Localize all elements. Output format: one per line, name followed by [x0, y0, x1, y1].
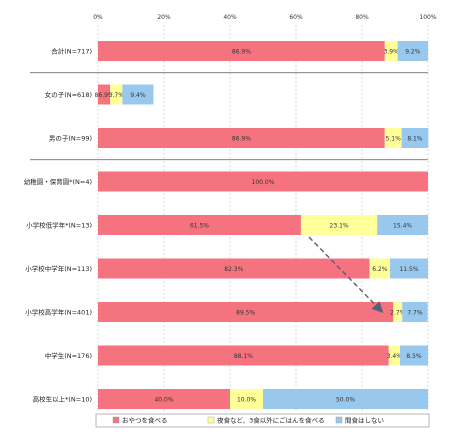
x-tick-label: 20% [157, 14, 171, 21]
bar-segment [397, 41, 428, 61]
bar-segment [98, 171, 428, 192]
data-label: 15.4% [393, 222, 412, 229]
trend-arrow [308, 236, 384, 314]
bar-segment [402, 302, 428, 322]
x-tick-label: 0% [93, 14, 103, 21]
bar-row: 小学校低学年*(N=13) 61.5% 23.1% 15.4% [26, 215, 428, 235]
bar-segment [98, 84, 111, 105]
bar-segment [369, 258, 391, 279]
bar-segment [98, 389, 230, 409]
category-label: 小学校低学年*(N=13) [26, 221, 92, 230]
bar-row: 小学校高学年(N=401) 89.5% 2.7% 7.7% [25, 302, 428, 322]
bar-row: 幼稚園・保育園*(N=4) 100.0% [24, 171, 428, 192]
data-label: 86.9% [232, 135, 251, 142]
bar-segment [98, 215, 301, 235]
category-label: 男の子(N=99) [49, 135, 92, 143]
bar-row: 小学校中学年(N=113) 82.3% 6.2% 11.5% [25, 258, 428, 279]
data-label: 88.1% [234, 353, 253, 360]
bar-row: 中学生(N=176) 88.1% 3.4% 8.5% [45, 345, 428, 366]
data-label: 89.5% [236, 309, 255, 316]
category-label: 中学生(N=176) [45, 351, 92, 360]
bar-segment [401, 128, 429, 148]
bar-segment [377, 215, 428, 235]
legend-swatch [335, 416, 343, 424]
annotation-arrow [308, 236, 384, 314]
bar-segment [98, 302, 394, 322]
bar-segment [122, 84, 154, 105]
category-label: 小学校高学年(N=401) [25, 308, 92, 317]
legend-label: おやつを食べる [122, 416, 168, 425]
category-label: 女の子(N=618) [45, 90, 92, 99]
bar-segment [390, 258, 428, 279]
bar-rows: 合計(N=717) 86.9% 3.9% 9.2%女の子(N=618) 86.9%3.7… [24, 41, 429, 409]
legend: おやつを食べる 夜食など、3食以外にごはんを食べる 間食はしない [95, 413, 430, 428]
bar-segment [98, 258, 370, 279]
data-label: 100.0% [252, 179, 275, 186]
bar-segment [98, 345, 389, 366]
bar-row: 男の子(N=99) 86.9% 5.1% 8.1% [49, 128, 429, 148]
bar-segment [263, 389, 428, 409]
data-label: 40.0% [154, 396, 173, 403]
category-label: 合計(N=717) [51, 47, 92, 56]
x-tick-label: 40% [223, 14, 237, 21]
data-label: 5.1% [386, 135, 402, 142]
data-label: 11.5% [399, 266, 418, 273]
data-label: 50.0% [336, 396, 355, 403]
data-label: 3.7% [109, 92, 125, 99]
bar-segment [230, 389, 263, 409]
legend-label: 夜食など、3食以外にごはんを食べる [217, 416, 325, 425]
data-label: 2.7% [390, 309, 406, 316]
data-label: 3.4% [387, 353, 403, 360]
data-label: 9.2% [405, 48, 421, 55]
legend-swatch [112, 416, 120, 424]
bar-segment [393, 302, 403, 322]
bar-segment [399, 345, 428, 366]
bar-segment [98, 41, 385, 61]
x-tick-label: 80% [355, 14, 369, 21]
bar-segment [384, 41, 398, 61]
legend-swatch [207, 416, 215, 424]
data-label: 8.1% [407, 135, 423, 142]
data-label: 86.9% [95, 92, 114, 99]
data-label: 82.3% [224, 266, 243, 273]
x-tick-label: 100% [419, 14, 436, 21]
bar-row: 合計(N=717) 86.9% 3.9% 9.2% [51, 41, 428, 61]
bar-segment [98, 128, 385, 148]
data-label: 3.9% [384, 48, 400, 55]
bar-row: 高校生以上*(N=10) 40.0% 10.0% 50.0% [33, 389, 428, 409]
data-label: 10.0% [237, 396, 256, 403]
category-label: 高校生以上*(N=10) [33, 395, 92, 404]
x-axis-ticks: 0% 20% 40% 60% 80% 100% [93, 14, 437, 21]
bar-segment [300, 215, 378, 235]
data-label: 86.9% [232, 48, 251, 55]
category-label: 幼稚園・保育園*(N=4) [24, 177, 92, 186]
x-tick-label: 60% [289, 14, 303, 21]
bar-segment [388, 345, 400, 366]
data-label: 6.2% [372, 266, 388, 273]
legend-label: 間食はしない [345, 416, 384, 425]
bar-segment [384, 128, 402, 148]
data-label: 9.4% [130, 92, 146, 99]
data-label: 7.7% [407, 309, 423, 316]
legend-box [95, 413, 430, 428]
data-label: 61.5% [190, 222, 209, 229]
bar-segment [110, 84, 123, 105]
category-label: 小学校中学年(N=113) [25, 264, 92, 273]
data-label: 8.5% [406, 353, 422, 360]
bar-row: 女の子(N=618) 86.9%3.7% 9.4% [45, 84, 154, 105]
data-label: 23.1% [330, 222, 349, 229]
